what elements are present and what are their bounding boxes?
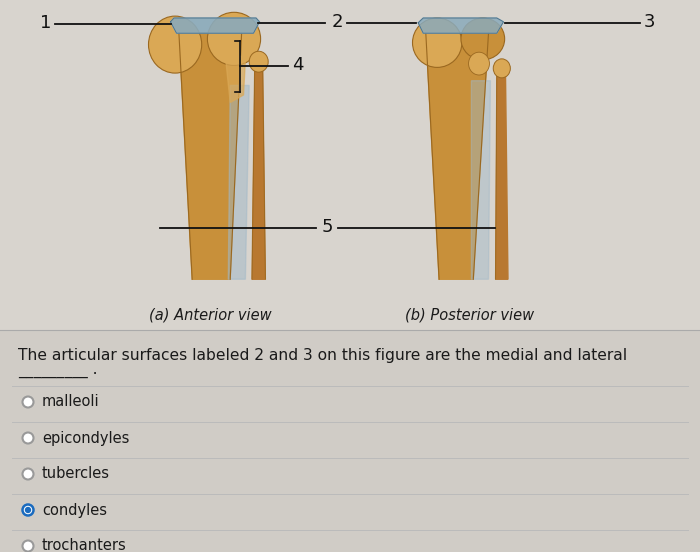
Ellipse shape (412, 18, 462, 67)
Text: tubercles: tubercles (42, 466, 110, 481)
Ellipse shape (249, 51, 268, 72)
Text: 5: 5 (322, 218, 333, 236)
Text: 1: 1 (40, 14, 51, 32)
Text: 4: 4 (292, 56, 303, 75)
Text: The articular surfaces labeled 2 and 3 on this figure are the medial and lateral: The articular surfaces labeled 2 and 3 o… (18, 348, 627, 363)
Ellipse shape (207, 12, 260, 66)
Ellipse shape (468, 52, 489, 75)
Ellipse shape (494, 59, 510, 78)
Polygon shape (471, 81, 491, 279)
Text: _________ .: _________ . (18, 364, 97, 379)
Circle shape (22, 396, 34, 407)
Ellipse shape (148, 16, 202, 73)
Text: 3: 3 (644, 13, 655, 31)
Polygon shape (225, 47, 246, 103)
Polygon shape (252, 71, 265, 279)
Text: malleoli: malleoli (42, 395, 99, 410)
Text: condyles: condyles (42, 502, 107, 518)
Polygon shape (418, 18, 503, 33)
Polygon shape (496, 76, 508, 279)
Circle shape (22, 505, 34, 516)
Circle shape (22, 540, 34, 551)
Circle shape (22, 433, 34, 443)
Polygon shape (228, 86, 249, 279)
Text: trochanters: trochanters (42, 539, 127, 552)
Circle shape (22, 469, 34, 480)
Polygon shape (179, 33, 242, 279)
Text: epicondyles: epicondyles (42, 431, 130, 445)
Text: (a) Anterior view: (a) Anterior view (148, 308, 272, 323)
Polygon shape (426, 33, 489, 279)
Text: 2: 2 (331, 13, 343, 31)
Text: (b) Posterior view: (b) Posterior view (405, 308, 535, 323)
Bar (0, 330, 700, 552)
Circle shape (25, 507, 32, 513)
Ellipse shape (461, 18, 505, 60)
Polygon shape (171, 18, 260, 33)
